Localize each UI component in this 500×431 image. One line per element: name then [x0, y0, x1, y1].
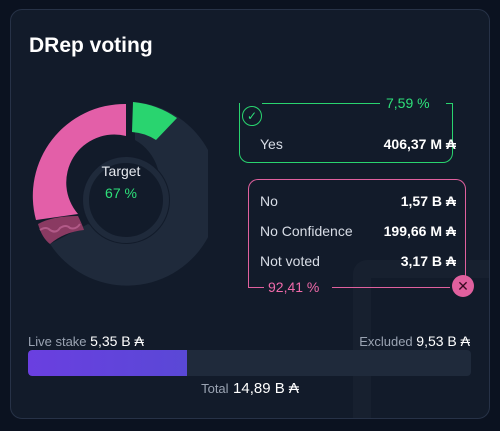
donut-segment-no-confidence-ripple: [39, 223, 81, 233]
live-stake-value: 5,35 B ₳: [90, 333, 144, 349]
check-icon: ✓: [242, 106, 262, 126]
target-value: 67 %: [105, 185, 137, 201]
no-confidence-row: No Confidence 199,66 M ₳: [260, 223, 456, 239]
close-icon[interactable]: ✕: [452, 275, 474, 297]
total-stake: Total 14,89 B ₳: [0, 380, 500, 398]
live-stake-fill: [28, 350, 188, 376]
donut-segment-no-confidence: [38, 216, 84, 244]
not-voted-row: Not voted 3,17 B ₳: [260, 253, 456, 269]
yes-label: Yes: [260, 136, 283, 152]
total-stake-label: Total: [201, 381, 229, 396]
live-stake-label: Live stake: [28, 334, 87, 349]
donut-segment-no: [32, 103, 127, 220]
no-box: [248, 179, 466, 287]
target-readout: Target 67 %: [78, 163, 164, 201]
no-confidence-label: No Confidence: [260, 223, 353, 239]
target-label: Target: [101, 163, 141, 179]
not-voted-value: 3,17 B ₳: [400, 253, 456, 269]
donut-segment-yes: [132, 102, 177, 140]
yes-percentage: 7,59 %: [386, 95, 430, 111]
live-stake: Live stake 5,35 B ₳: [28, 333, 144, 349]
card-title: DRep voting: [29, 34, 153, 57]
donut-hole: [82, 156, 170, 244]
excluded-stake-label: Excluded: [359, 334, 413, 349]
donut-segment-not-voted: [50, 102, 208, 286]
yes-box: [239, 103, 453, 163]
excluded-stake: Excluded 9,53 B ₳: [359, 333, 470, 349]
no-percentage: 92,41 %: [268, 279, 320, 295]
no-label: No: [260, 193, 278, 209]
no-row: No 1,57 B ₳: [260, 193, 456, 209]
stake-progress-bar: [28, 350, 471, 376]
total-stake-value: 14,89 B ₳: [233, 380, 299, 397]
yes-value: 406,37 M ₳: [383, 136, 456, 152]
no-confidence-value: 199,66 M ₳: [383, 223, 456, 239]
vote-donut-chart: [32, 102, 208, 286]
yes-box-top-line: [262, 103, 380, 104]
no-value: 1,57 B ₳: [400, 193, 456, 209]
donut-inner-ring: [83, 157, 169, 243]
not-voted-label: Not voted: [260, 253, 320, 269]
excluded-stake-value: 9,53 B ₳: [416, 333, 470, 349]
yes-row: Yes 406,37 M ₳: [260, 136, 456, 152]
no-box-bottom-line: [332, 287, 450, 288]
no-box-bottom-line-start: [248, 287, 264, 288]
